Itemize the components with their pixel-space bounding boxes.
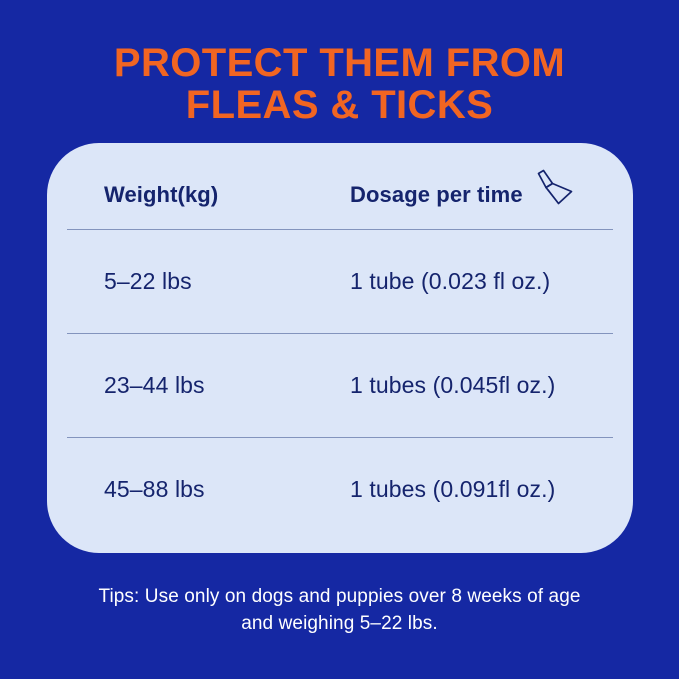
cell-weight: 45–88 lbs [47, 476, 337, 503]
title-line-2: FLEAS & TICKS [185, 83, 494, 127]
cell-dosage: 1 tube (0.023 fl oz.) [337, 268, 633, 295]
tips-line-2: and weighing 5–22 lbs. [241, 613, 438, 634]
tube-applicator-icon [532, 168, 576, 212]
table-row: 5–22 lbs 1 tube (0.023 fl oz.) [47, 229, 633, 333]
dosage-value: 1 tubes (0.091fl oz.) [350, 475, 556, 502]
cell-dosage: 1 tubes (0.045fl oz.) [337, 372, 633, 399]
table-header-row: Weight(kg) Dosage per time [47, 163, 633, 227]
header-cell-dosage: Dosage per time [337, 169, 633, 217]
table-divider [67, 437, 613, 438]
table-divider [67, 333, 613, 334]
page-title: PROTECT THEM FROM FLEAS & TICKS [0, 42, 679, 126]
dosage-value: 1 tube (0.023 fl oz.) [350, 267, 551, 294]
weight-value: 5–22 lbs [104, 267, 192, 294]
dosage-value: 1 tubes (0.045fl oz.) [350, 371, 556, 398]
header-cell-weight: Weight(kg) [47, 182, 337, 208]
weight-value: 23–44 lbs [104, 371, 205, 398]
table-divider [67, 229, 613, 230]
header-dosage-label: Dosage per time [350, 182, 523, 207]
dosage-card: Weight(kg) Dosage per time [47, 143, 633, 553]
title-line-1: PROTECT THEM FROM [113, 41, 566, 85]
dosage-table: Weight(kg) Dosage per time [47, 143, 633, 553]
table-row: 45–88 lbs 1 tubes (0.091fl oz.) [47, 437, 633, 541]
cell-weight: 23–44 lbs [47, 372, 337, 399]
cell-weight: 5–22 lbs [47, 268, 337, 295]
weight-value: 45–88 lbs [104, 475, 205, 502]
table-row: 23–44 lbs 1 tubes (0.045fl oz.) [47, 333, 633, 437]
tips-note: Tips: Use only on dogs and puppies over … [0, 583, 679, 637]
header-weight-label: Weight(kg) [104, 182, 219, 207]
tips-line-1: Tips: Use only on dogs and puppies over … [98, 586, 581, 607]
cell-dosage: 1 tubes (0.091fl oz.) [337, 476, 633, 503]
